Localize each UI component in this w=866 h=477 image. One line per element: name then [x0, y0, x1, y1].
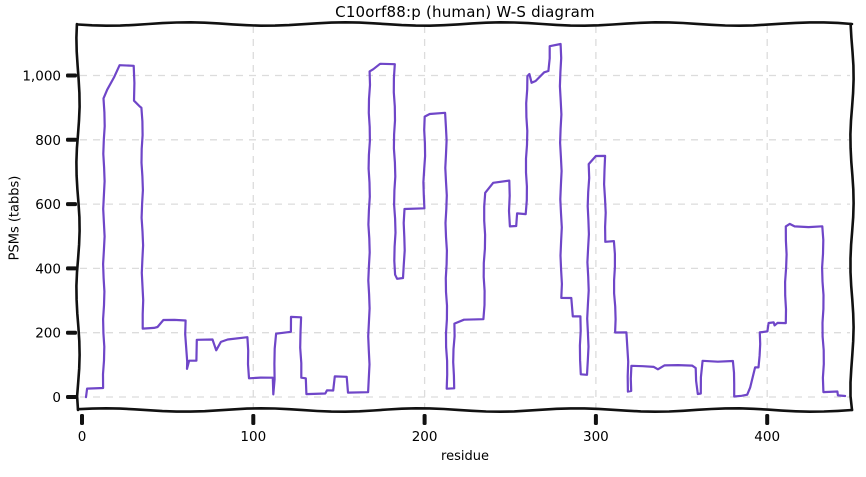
bottom-spine — [76, 406, 854, 414]
x-tick — [765, 414, 770, 425]
y-tick-label: 400 — [35, 261, 61, 277]
y-axis-label: PSMs (tabbs) — [7, 175, 23, 261]
left-spine — [75, 22, 81, 412]
y-tick — [66, 395, 77, 399]
series-line-PSMs — [84, 42, 847, 399]
x-tick — [593, 414, 598, 425]
chart-title: C10orf88:p (human) W-S diagram — [335, 3, 595, 21]
y-tick — [66, 266, 77, 271]
y-tick — [66, 330, 77, 335]
y-tick-label: 800 — [35, 133, 61, 149]
y-tick — [66, 202, 77, 207]
y-tick — [66, 73, 77, 78]
x-tick — [422, 414, 427, 425]
x-tick-label: 400 — [754, 429, 780, 445]
y-tick-label: 0 — [52, 390, 61, 406]
y-tick — [66, 137, 77, 142]
top-spine — [76, 20, 854, 28]
x-tick — [80, 414, 84, 425]
y-tick-label: 1,000 — [22, 69, 61, 85]
x-tick-label: 200 — [412, 429, 438, 445]
x-tick-label: 300 — [583, 429, 609, 445]
x-tick-label: 0 — [78, 429, 87, 445]
right-spine — [849, 22, 855, 412]
y-tick-label: 200 — [35, 326, 61, 342]
x-tick-label: 100 — [240, 429, 266, 445]
x-axis-label: residue — [441, 449, 489, 464]
x-tick — [251, 414, 256, 425]
y-tick-label: 600 — [35, 197, 61, 213]
